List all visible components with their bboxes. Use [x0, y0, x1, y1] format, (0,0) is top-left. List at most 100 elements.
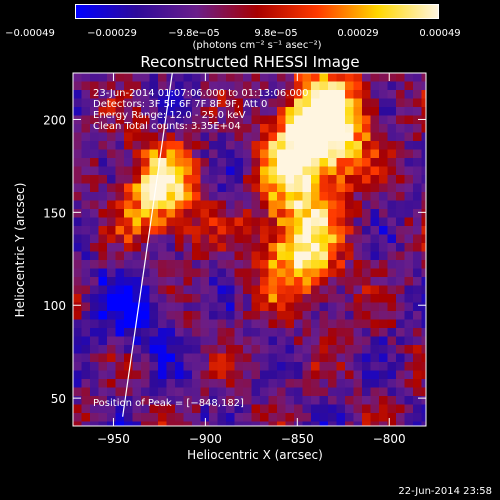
heatmap-cell: [149, 200, 159, 210]
heatmap-cell: [336, 209, 346, 219]
heatmap-cell: [243, 379, 253, 389]
heatmap-cell: [260, 370, 270, 380]
heatmap-cell: [217, 149, 227, 159]
heatmap-cell: [98, 345, 108, 355]
heatmap-cell: [413, 124, 423, 134]
heatmap-cell: [319, 209, 329, 219]
heatmap-cell: [90, 98, 100, 108]
heatmap-cell: [234, 260, 244, 270]
heatmap-cell: [124, 81, 134, 91]
heatmap-cell: [413, 328, 423, 338]
heatmap-cell: [149, 319, 159, 329]
heatmap-cell: [141, 192, 151, 202]
heatmap-cell: [200, 302, 210, 312]
heatmap-cell: [149, 132, 159, 142]
heatmap-cell: [209, 243, 219, 253]
heatmap-cell: [226, 260, 236, 270]
heatmap-cell: [328, 90, 338, 100]
heatmap-cell: [90, 183, 100, 193]
heatmap-cell: [251, 302, 261, 312]
heatmap-cell: [421, 268, 426, 278]
heatmap-cell: [158, 243, 168, 253]
heatmap-cell: [209, 90, 219, 100]
heatmap-cell: [209, 387, 219, 397]
heatmap-cell: [115, 158, 125, 168]
heatmap-cell: [404, 107, 414, 117]
heatmap-cell: [90, 328, 100, 338]
heatmap-cell: [277, 243, 287, 253]
heatmap-cell: [175, 115, 185, 125]
heatmap-cell: [200, 98, 210, 108]
heatmap-cell: [183, 217, 193, 227]
heatmap-cell: [158, 90, 168, 100]
heatmap-cell: [124, 73, 134, 83]
heatmap-cell: [336, 362, 346, 372]
heatmap-cell: [200, 362, 210, 372]
heatmap-cell: [217, 413, 227, 423]
heatmap-cell: [149, 285, 159, 295]
heatmap-cell: [302, 175, 312, 185]
heatmap-cell: [107, 124, 117, 134]
heatmap-cell: [141, 319, 151, 329]
heatmap-cell: [132, 132, 142, 142]
heatmap-cell: [345, 81, 355, 91]
heatmap-cell: [302, 234, 312, 244]
heatmap-cell: [251, 132, 261, 142]
heatmap-cell: [302, 268, 312, 278]
heatmap-cell: [175, 285, 185, 295]
heatmap-cell: [149, 107, 159, 117]
heatmap-cell: [73, 268, 83, 278]
heatmap-cell: [362, 404, 372, 414]
heatmap-cell: [251, 107, 261, 117]
heatmap-cell: [90, 149, 100, 159]
heatmap-cell: [73, 277, 83, 287]
heatmap-cell: [404, 234, 414, 244]
heatmap-cell: [285, 345, 295, 355]
heatmap-cell: [124, 243, 134, 253]
heatmap-cell: [192, 362, 202, 372]
heatmap-cell: [124, 209, 134, 219]
heatmap-cell: [260, 234, 270, 244]
heatmap-cell: [345, 413, 355, 423]
heatmap-cell: [302, 81, 312, 91]
heatmap-cell: [132, 209, 142, 219]
heatmap-cell: [277, 132, 287, 142]
heatmap-cell: [115, 124, 125, 134]
heatmap-cell: [226, 387, 236, 397]
heatmap-cell: [362, 311, 372, 321]
heatmap-cell: [200, 200, 210, 210]
heatmap-cell: [404, 421, 414, 426]
heatmap-cell: [81, 268, 91, 278]
heatmap-cell: [132, 353, 142, 363]
heatmap-cell: [115, 226, 125, 236]
heatmap-cell: [73, 192, 83, 202]
heatmap-cell: [362, 421, 372, 426]
heatmap-cell: [234, 243, 244, 253]
heatmap-cell: [217, 115, 227, 125]
heatmap-cell: [115, 243, 125, 253]
heatmap-cell: [328, 200, 338, 210]
heatmap-cell: [149, 328, 159, 338]
heatmap-layer: [73, 73, 426, 426]
heatmap-cell: [285, 277, 295, 287]
heatmap-cell: [396, 302, 406, 312]
heatmap-cell: [345, 73, 355, 83]
heatmap-cell: [73, 387, 83, 397]
heatmap-cell: [251, 200, 261, 210]
heatmap-cell: [319, 226, 329, 236]
heatmap-cell: [90, 268, 100, 278]
heatmap-cell: [243, 404, 253, 414]
heatmap-cell: [328, 404, 338, 414]
heatmap-cell: [124, 192, 134, 202]
heatmap-cell: [192, 243, 202, 253]
heatmap-cell: [73, 234, 83, 244]
heatmap-cell: [294, 353, 304, 363]
heatmap-cell: [413, 209, 423, 219]
heatmap-cell: [81, 234, 91, 244]
heatmap-cell: [209, 234, 219, 244]
heatmap-cell: [132, 404, 142, 414]
heatmap-cell: [413, 421, 423, 426]
heatmap-cell: [379, 141, 389, 151]
heatmap-cell: [370, 319, 380, 329]
heatmap-cell: [81, 90, 91, 100]
